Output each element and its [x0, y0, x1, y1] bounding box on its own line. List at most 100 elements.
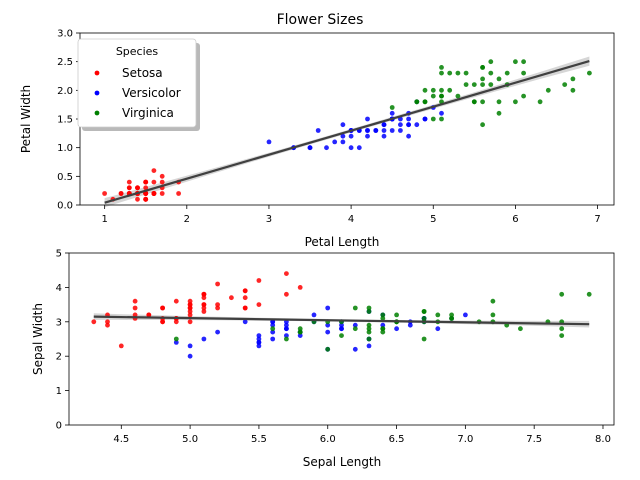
point-virginica	[488, 59, 494, 65]
point-versicolor	[325, 329, 331, 335]
point-virginica	[380, 326, 386, 332]
point-versicolor	[215, 329, 221, 335]
point-setosa	[105, 322, 110, 328]
point-setosa	[160, 305, 166, 311]
point-virginica	[366, 329, 372, 335]
point-versicolor	[389, 128, 395, 133]
scatter-points	[91, 271, 592, 359]
regression-line-path	[93, 315, 590, 326]
x-tick-label: 5.5	[251, 434, 267, 445]
x-tick-label: 6.0	[320, 434, 336, 445]
point-virginica	[439, 116, 444, 122]
x-tick-label: 6	[512, 214, 518, 225]
x-tick-label: 3	[266, 214, 272, 225]
point-versicolor	[373, 128, 379, 133]
point-setosa	[91, 319, 97, 325]
point-virginica	[463, 82, 469, 87]
point-setosa	[151, 168, 157, 174]
point-setosa	[242, 305, 248, 311]
point-setosa	[143, 191, 149, 196]
x-axis-ticks: 1 2 3 4 5 6 7	[101, 205, 601, 225]
point-versicolor	[315, 128, 321, 133]
point-versicolor	[284, 326, 289, 332]
y-tick-label: 0.5	[57, 172, 73, 183]
point-setosa	[187, 309, 193, 314]
point-setosa	[173, 298, 179, 304]
point-virginica	[430, 116, 436, 122]
point-versicolor	[270, 336, 276, 342]
point-versicolor	[311, 312, 317, 318]
x-tick-label: 1	[101, 214, 107, 225]
point-setosa	[143, 179, 149, 185]
point-virginica	[521, 59, 526, 65]
point-setosa	[201, 295, 207, 301]
point-versicolor	[242, 319, 248, 325]
point-virginica	[366, 309, 372, 314]
point-virginica	[297, 326, 303, 332]
point-versicolor	[381, 128, 387, 133]
legend-label-virginica: Virginica	[122, 106, 174, 120]
point-setosa	[297, 285, 303, 290]
point-setosa	[151, 191, 157, 196]
point-versicolor	[339, 326, 344, 332]
point-virginica	[545, 87, 551, 93]
x-tick-label: 7	[594, 214, 600, 225]
point-setosa	[132, 298, 138, 304]
point-versicolor	[463, 312, 468, 318]
point-versicolor	[339, 322, 344, 328]
point-virginica	[422, 99, 428, 105]
point-versicolor	[325, 305, 331, 311]
y-tick-label: 3	[56, 317, 62, 328]
y-tick-label: 4	[56, 283, 62, 294]
point-virginica	[339, 333, 344, 338]
point-virginica	[366, 305, 372, 311]
x-axis-label: Petal Length	[305, 235, 380, 249]
point-virginica	[380, 329, 386, 335]
point-versicolor	[439, 110, 444, 116]
axes-frame	[68, 252, 615, 426]
x-tick-label: 4.5	[113, 434, 129, 445]
point-setosa	[187, 312, 193, 318]
point-versicolor	[297, 333, 303, 338]
point-versicolor	[340, 133, 346, 139]
point-virginica	[421, 309, 427, 314]
point-virginica	[559, 326, 565, 332]
point-virginica	[439, 65, 444, 70]
point-setosa	[187, 302, 193, 307]
point-setosa	[284, 291, 289, 297]
point-versicolor	[435, 326, 441, 332]
point-virginica	[496, 99, 502, 105]
point-versicolor	[187, 343, 193, 349]
legend-marker-setosa	[94, 70, 100, 76]
point-setosa	[242, 288, 248, 294]
point-versicolor	[422, 116, 428, 122]
x-tick-label: 4	[348, 214, 354, 225]
x-tick-label: 2	[184, 214, 190, 225]
point-versicolor	[187, 353, 193, 359]
point-virginica	[449, 316, 454, 321]
point-virginica	[586, 291, 592, 297]
point-virginica	[480, 99, 485, 105]
point-setosa	[160, 319, 166, 325]
figure-title: Flower Sizes	[277, 12, 364, 28]
point-virginica	[352, 305, 358, 311]
point-versicolor	[201, 336, 207, 342]
point-virginica	[471, 82, 477, 87]
point-versicolor	[414, 122, 420, 128]
point-virginica	[270, 326, 276, 332]
point-virginica	[480, 76, 485, 82]
point-virginica	[463, 70, 469, 76]
point-setosa	[201, 302, 207, 307]
point-virginica	[496, 76, 502, 82]
point-virginica	[480, 122, 485, 128]
point-versicolor	[394, 326, 399, 332]
point-versicolor	[380, 322, 386, 328]
x-tick-label: 7.5	[526, 434, 542, 445]
point-virginica	[414, 99, 420, 105]
point-setosa	[256, 278, 262, 283]
point-versicolor	[266, 139, 272, 145]
point-versicolor	[381, 133, 387, 139]
point-versicolor	[356, 145, 362, 151]
point-virginica	[455, 93, 461, 99]
point-versicolor	[256, 343, 262, 349]
